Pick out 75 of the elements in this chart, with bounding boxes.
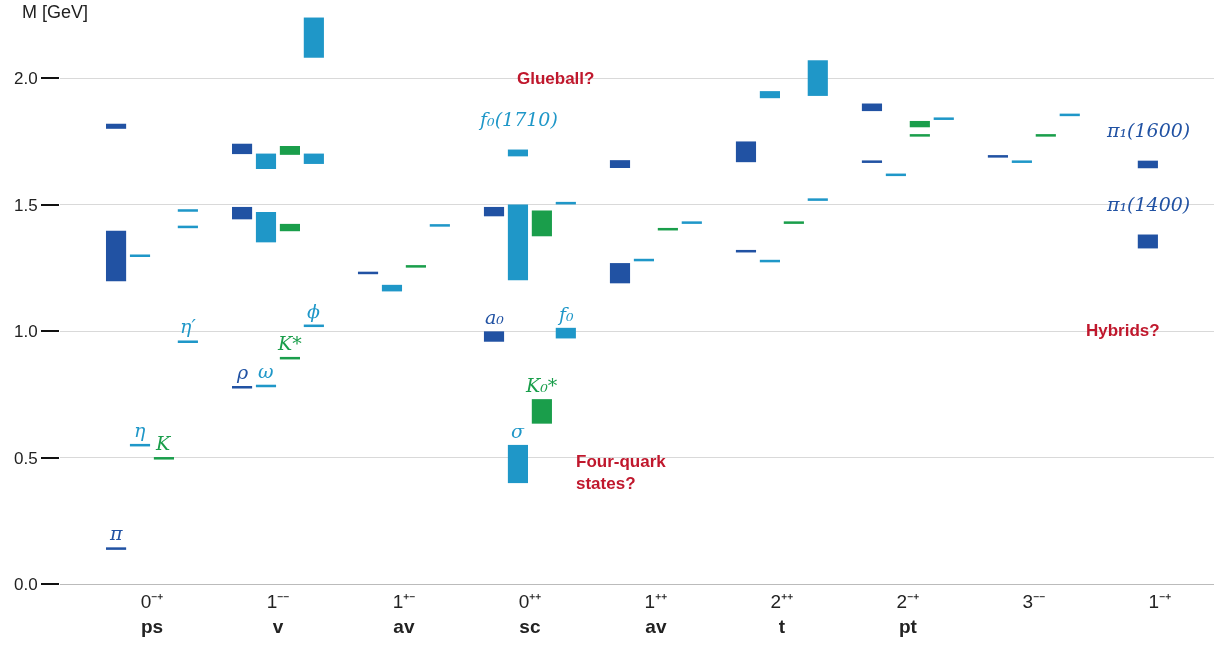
bar [987, 155, 1009, 158]
bar [303, 17, 324, 58]
bar [735, 141, 757, 163]
bar [231, 385, 253, 389]
annotation: π [109, 522, 123, 544]
bar [153, 457, 175, 460]
bar [555, 327, 576, 339]
bar [807, 198, 828, 201]
annotation: π₁(1600) [1106, 119, 1191, 141]
bar [177, 209, 198, 212]
y-tick-label: 0.5 [13, 448, 38, 468]
bar [255, 153, 277, 170]
bar [279, 146, 300, 155]
bar [609, 263, 631, 284]
annotation: ω [258, 360, 274, 382]
x-tick-label: 0⁻⁺ ps [140, 590, 164, 637]
x-tick-label: 1⁺⁺ av [644, 590, 668, 637]
annotation: K [155, 432, 172, 454]
bar [105, 123, 127, 129]
bar [405, 265, 426, 268]
y-axis-title: M [GeV] [22, 2, 89, 22]
x-tick-label: 2⁻⁺ pt [896, 590, 920, 637]
bar [531, 210, 552, 237]
bar [759, 91, 780, 99]
annotation: η′ [180, 315, 197, 337]
annotation: K* [277, 332, 303, 354]
bar [381, 284, 403, 292]
bar [861, 160, 883, 163]
annotation: f₀ [557, 303, 575, 325]
bar [255, 212, 277, 243]
bar [231, 143, 253, 155]
annotation: f₀(1710) [478, 108, 558, 130]
bar [609, 160, 631, 168]
x-tick-label: 1⁺⁻ av [392, 590, 416, 637]
y-tick-label: 1.0 [13, 322, 38, 342]
bar [507, 444, 529, 484]
bar [1035, 134, 1056, 137]
bar [429, 224, 450, 227]
annotation: Glueball? [517, 69, 595, 88]
annotation: π₁(1400) [1106, 193, 1191, 215]
bar [807, 60, 828, 96]
y-tick-label: 0.0 [13, 574, 38, 594]
bar [231, 206, 253, 220]
y-tick-label: 1.5 [13, 195, 38, 215]
x-tick-label: 3⁻⁻ [1022, 590, 1046, 612]
bar [681, 221, 702, 224]
bar [105, 547, 127, 550]
annotation: ϕ [307, 300, 320, 322]
x-tick-label: 0⁺⁺ sc [518, 590, 542, 637]
bar [279, 223, 300, 232]
x-tick-label: 2⁺⁺ t [770, 590, 794, 637]
bar [909, 134, 930, 137]
annotation: ρ [236, 361, 249, 383]
annotation: a₀ [485, 306, 505, 328]
bar [105, 230, 127, 282]
bar [303, 153, 324, 164]
bar [507, 204, 529, 281]
bar [861, 103, 883, 112]
annotation: Four-quark states? [576, 452, 667, 494]
y-tick-label: 2.0 [13, 69, 38, 89]
annotation: σ [511, 420, 525, 442]
bar [129, 254, 151, 258]
bar [1011, 160, 1032, 163]
bar [483, 206, 505, 217]
annotation: Hybrids? [1086, 321, 1160, 340]
bar [531, 399, 552, 424]
x-tick-label: 1⁻⁻ v [266, 590, 290, 637]
annotation: η [134, 419, 146, 441]
annotation: K₀* [525, 374, 558, 396]
x-tick-label: 1⁻⁺ [1148, 590, 1172, 612]
bar [483, 331, 505, 342]
bar [909, 120, 930, 128]
bar [933, 117, 954, 120]
bar [177, 340, 198, 343]
bar [783, 221, 804, 224]
